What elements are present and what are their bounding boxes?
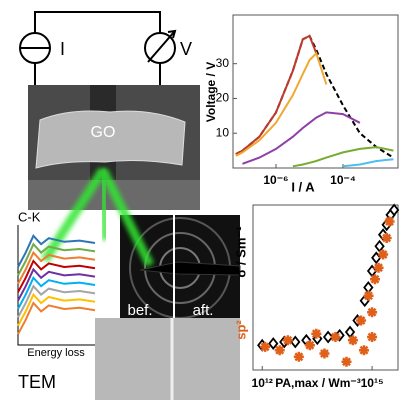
image-label: TEM xyxy=(18,372,56,392)
y-axis-label: Voltage / V xyxy=(204,62,218,122)
data-point xyxy=(373,262,384,273)
data-point xyxy=(378,249,389,260)
data-line xyxy=(17,284,96,318)
data-point xyxy=(358,345,369,356)
data-point xyxy=(322,330,334,344)
data-point xyxy=(381,233,392,243)
tem-image xyxy=(95,318,240,400)
data-point xyxy=(293,351,304,362)
voltage-label: V xyxy=(180,39,192,59)
data-point xyxy=(311,328,322,339)
data-point xyxy=(347,335,358,346)
y-axis-label: σ / Sm⁻¹ xyxy=(233,226,248,277)
data-line xyxy=(17,259,96,293)
data-point xyxy=(356,315,367,326)
data-line xyxy=(235,51,328,157)
data-point xyxy=(274,345,285,356)
data-line xyxy=(17,276,96,310)
data-point xyxy=(367,332,378,342)
x-axis-label: Energy loss xyxy=(27,347,85,359)
y-axis-label: sp² xyxy=(233,320,248,340)
data-line xyxy=(17,242,96,276)
data-point xyxy=(282,335,293,346)
data-point xyxy=(268,337,279,351)
after-label: aft. xyxy=(193,302,214,319)
data-point xyxy=(367,307,378,318)
y-tick-label: 10 xyxy=(216,125,230,139)
data-point xyxy=(384,216,395,227)
circuit xyxy=(19,11,177,85)
y-tick-label: 20 xyxy=(216,91,230,105)
before-label: bef. xyxy=(127,302,152,319)
spectrum-label: C-K xyxy=(18,209,41,224)
data-point xyxy=(388,203,400,217)
data-line xyxy=(17,234,96,268)
x-tick-label: 10⁻⁶ xyxy=(263,173,288,187)
plot-frame xyxy=(252,204,399,371)
data-line xyxy=(342,158,394,168)
data-point xyxy=(304,340,315,351)
data-point xyxy=(334,328,345,342)
y-tick-label: 30 xyxy=(216,56,230,70)
data-line xyxy=(17,267,96,302)
x-tick-label: 10¹² xyxy=(252,376,273,390)
x-axis-label: I / A xyxy=(291,179,315,194)
laser-beam xyxy=(41,0,155,267)
data-line xyxy=(17,292,96,327)
current-label: I xyxy=(60,39,65,59)
data-point xyxy=(369,274,380,285)
data-point xyxy=(319,348,330,359)
plot-frame xyxy=(232,14,399,169)
data-point xyxy=(330,332,341,342)
x-tick-label: 10¹⁵ xyxy=(361,376,384,390)
x-tick-label: 10⁻⁴ xyxy=(330,173,356,187)
data-line xyxy=(242,111,361,165)
data-line xyxy=(17,250,96,285)
x-axis-label: PA,max / Wm⁻³ xyxy=(275,376,360,390)
data-point xyxy=(260,341,271,352)
data-line xyxy=(235,34,318,155)
data-line xyxy=(292,146,394,168)
data-point xyxy=(290,335,301,349)
data-line xyxy=(17,301,96,335)
diffraction-image xyxy=(120,215,241,319)
data-point xyxy=(363,290,374,301)
data-point xyxy=(341,356,352,367)
